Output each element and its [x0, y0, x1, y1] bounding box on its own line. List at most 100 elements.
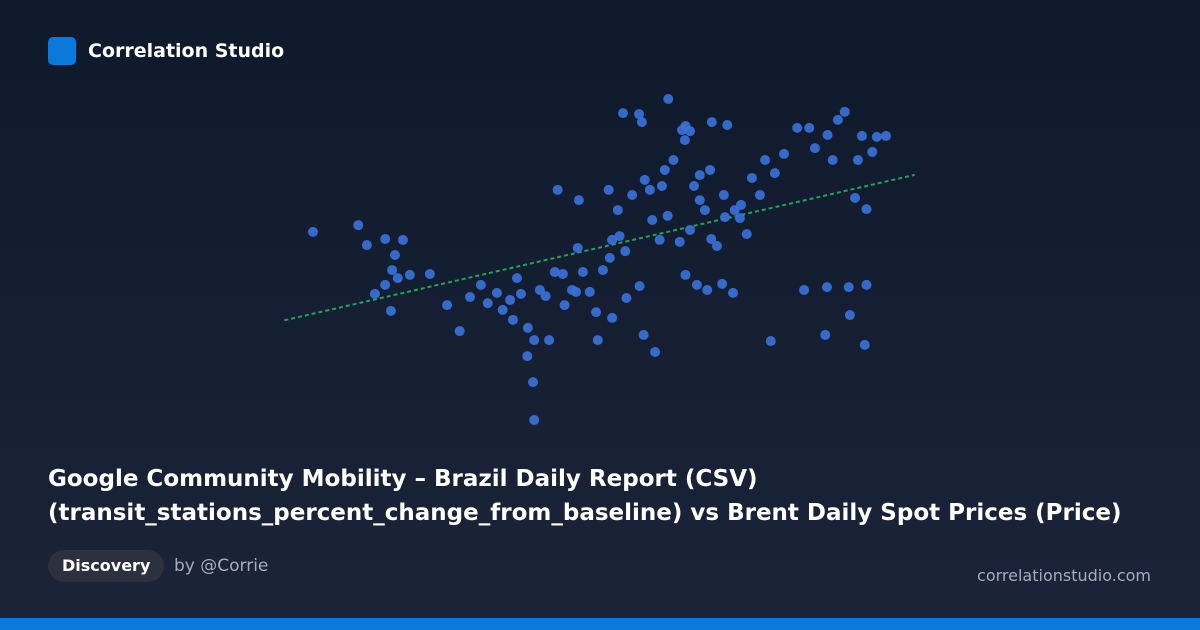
point	[717, 278, 728, 289]
point	[552, 184, 563, 195]
point	[540, 291, 551, 302]
title: Google Community Mobility – Brazil Daily…	[48, 462, 1122, 530]
point	[627, 189, 638, 200]
point	[736, 199, 747, 210]
point	[861, 204, 872, 215]
point	[754, 189, 765, 200]
point	[760, 154, 771, 165]
point	[820, 329, 831, 340]
point	[656, 180, 667, 191]
point	[475, 279, 486, 290]
point	[497, 304, 508, 315]
point	[603, 184, 614, 195]
point	[380, 233, 391, 244]
point	[804, 122, 815, 133]
point	[644, 184, 655, 195]
point	[612, 205, 623, 216]
point	[559, 300, 570, 311]
point	[515, 288, 526, 299]
point	[617, 108, 628, 119]
point	[387, 265, 398, 276]
point	[844, 310, 855, 321]
trend-line	[284, 173, 915, 322]
point	[694, 195, 705, 206]
url: correlationstudio.com	[977, 566, 1151, 585]
point	[859, 339, 870, 350]
point	[454, 326, 465, 337]
point	[584, 286, 595, 297]
point	[861, 279, 872, 290]
point	[638, 329, 649, 340]
point	[734, 213, 745, 224]
point	[607, 312, 618, 323]
point	[827, 154, 838, 165]
tag: Discovery	[48, 550, 165, 582]
point	[779, 148, 790, 159]
point	[385, 305, 396, 316]
point	[511, 273, 522, 284]
point	[839, 106, 850, 117]
point	[871, 131, 882, 142]
point	[699, 205, 710, 216]
point	[647, 215, 658, 226]
point	[614, 231, 625, 242]
point	[662, 210, 673, 221]
point	[691, 279, 702, 290]
point	[597, 265, 608, 276]
point	[573, 195, 584, 206]
point	[634, 281, 645, 292]
point	[308, 226, 318, 237]
point	[389, 250, 400, 261]
point	[634, 109, 645, 120]
point	[507, 314, 518, 325]
point	[557, 268, 568, 279]
point	[529, 335, 540, 346]
point	[571, 286, 582, 297]
point	[544, 335, 555, 346]
footer-bar	[0, 618, 1200, 630]
point	[620, 246, 631, 257]
point	[821, 282, 832, 293]
logo	[48, 37, 76, 65]
point	[465, 292, 476, 303]
point	[353, 220, 364, 231]
point	[674, 236, 685, 247]
point	[650, 346, 661, 357]
point	[679, 135, 690, 146]
point	[694, 170, 705, 181]
point	[577, 267, 588, 278]
point	[680, 269, 691, 280]
point	[685, 126, 696, 137]
point	[850, 192, 861, 203]
point	[719, 212, 730, 223]
point	[380, 279, 391, 290]
point	[361, 240, 372, 251]
point	[654, 234, 665, 245]
point	[728, 287, 739, 298]
point	[404, 269, 415, 280]
point	[442, 300, 453, 311]
title-line: Google Community Mobility – Brazil Daily…	[48, 466, 758, 492]
point	[668, 154, 679, 165]
point	[718, 189, 729, 200]
author: by @Corrie	[174, 556, 269, 576]
point	[689, 180, 700, 191]
point	[746, 172, 757, 183]
point	[852, 154, 863, 165]
point	[621, 293, 632, 304]
point	[722, 120, 733, 131]
point	[369, 288, 380, 299]
point	[843, 282, 854, 293]
point	[711, 241, 722, 252]
point	[705, 164, 716, 175]
point	[867, 146, 878, 157]
point	[706, 233, 717, 244]
point	[482, 298, 493, 309]
point	[522, 322, 533, 333]
point	[702, 284, 713, 295]
point	[741, 229, 752, 240]
point	[792, 122, 803, 133]
brand: Correlation Studio	[88, 40, 285, 62]
